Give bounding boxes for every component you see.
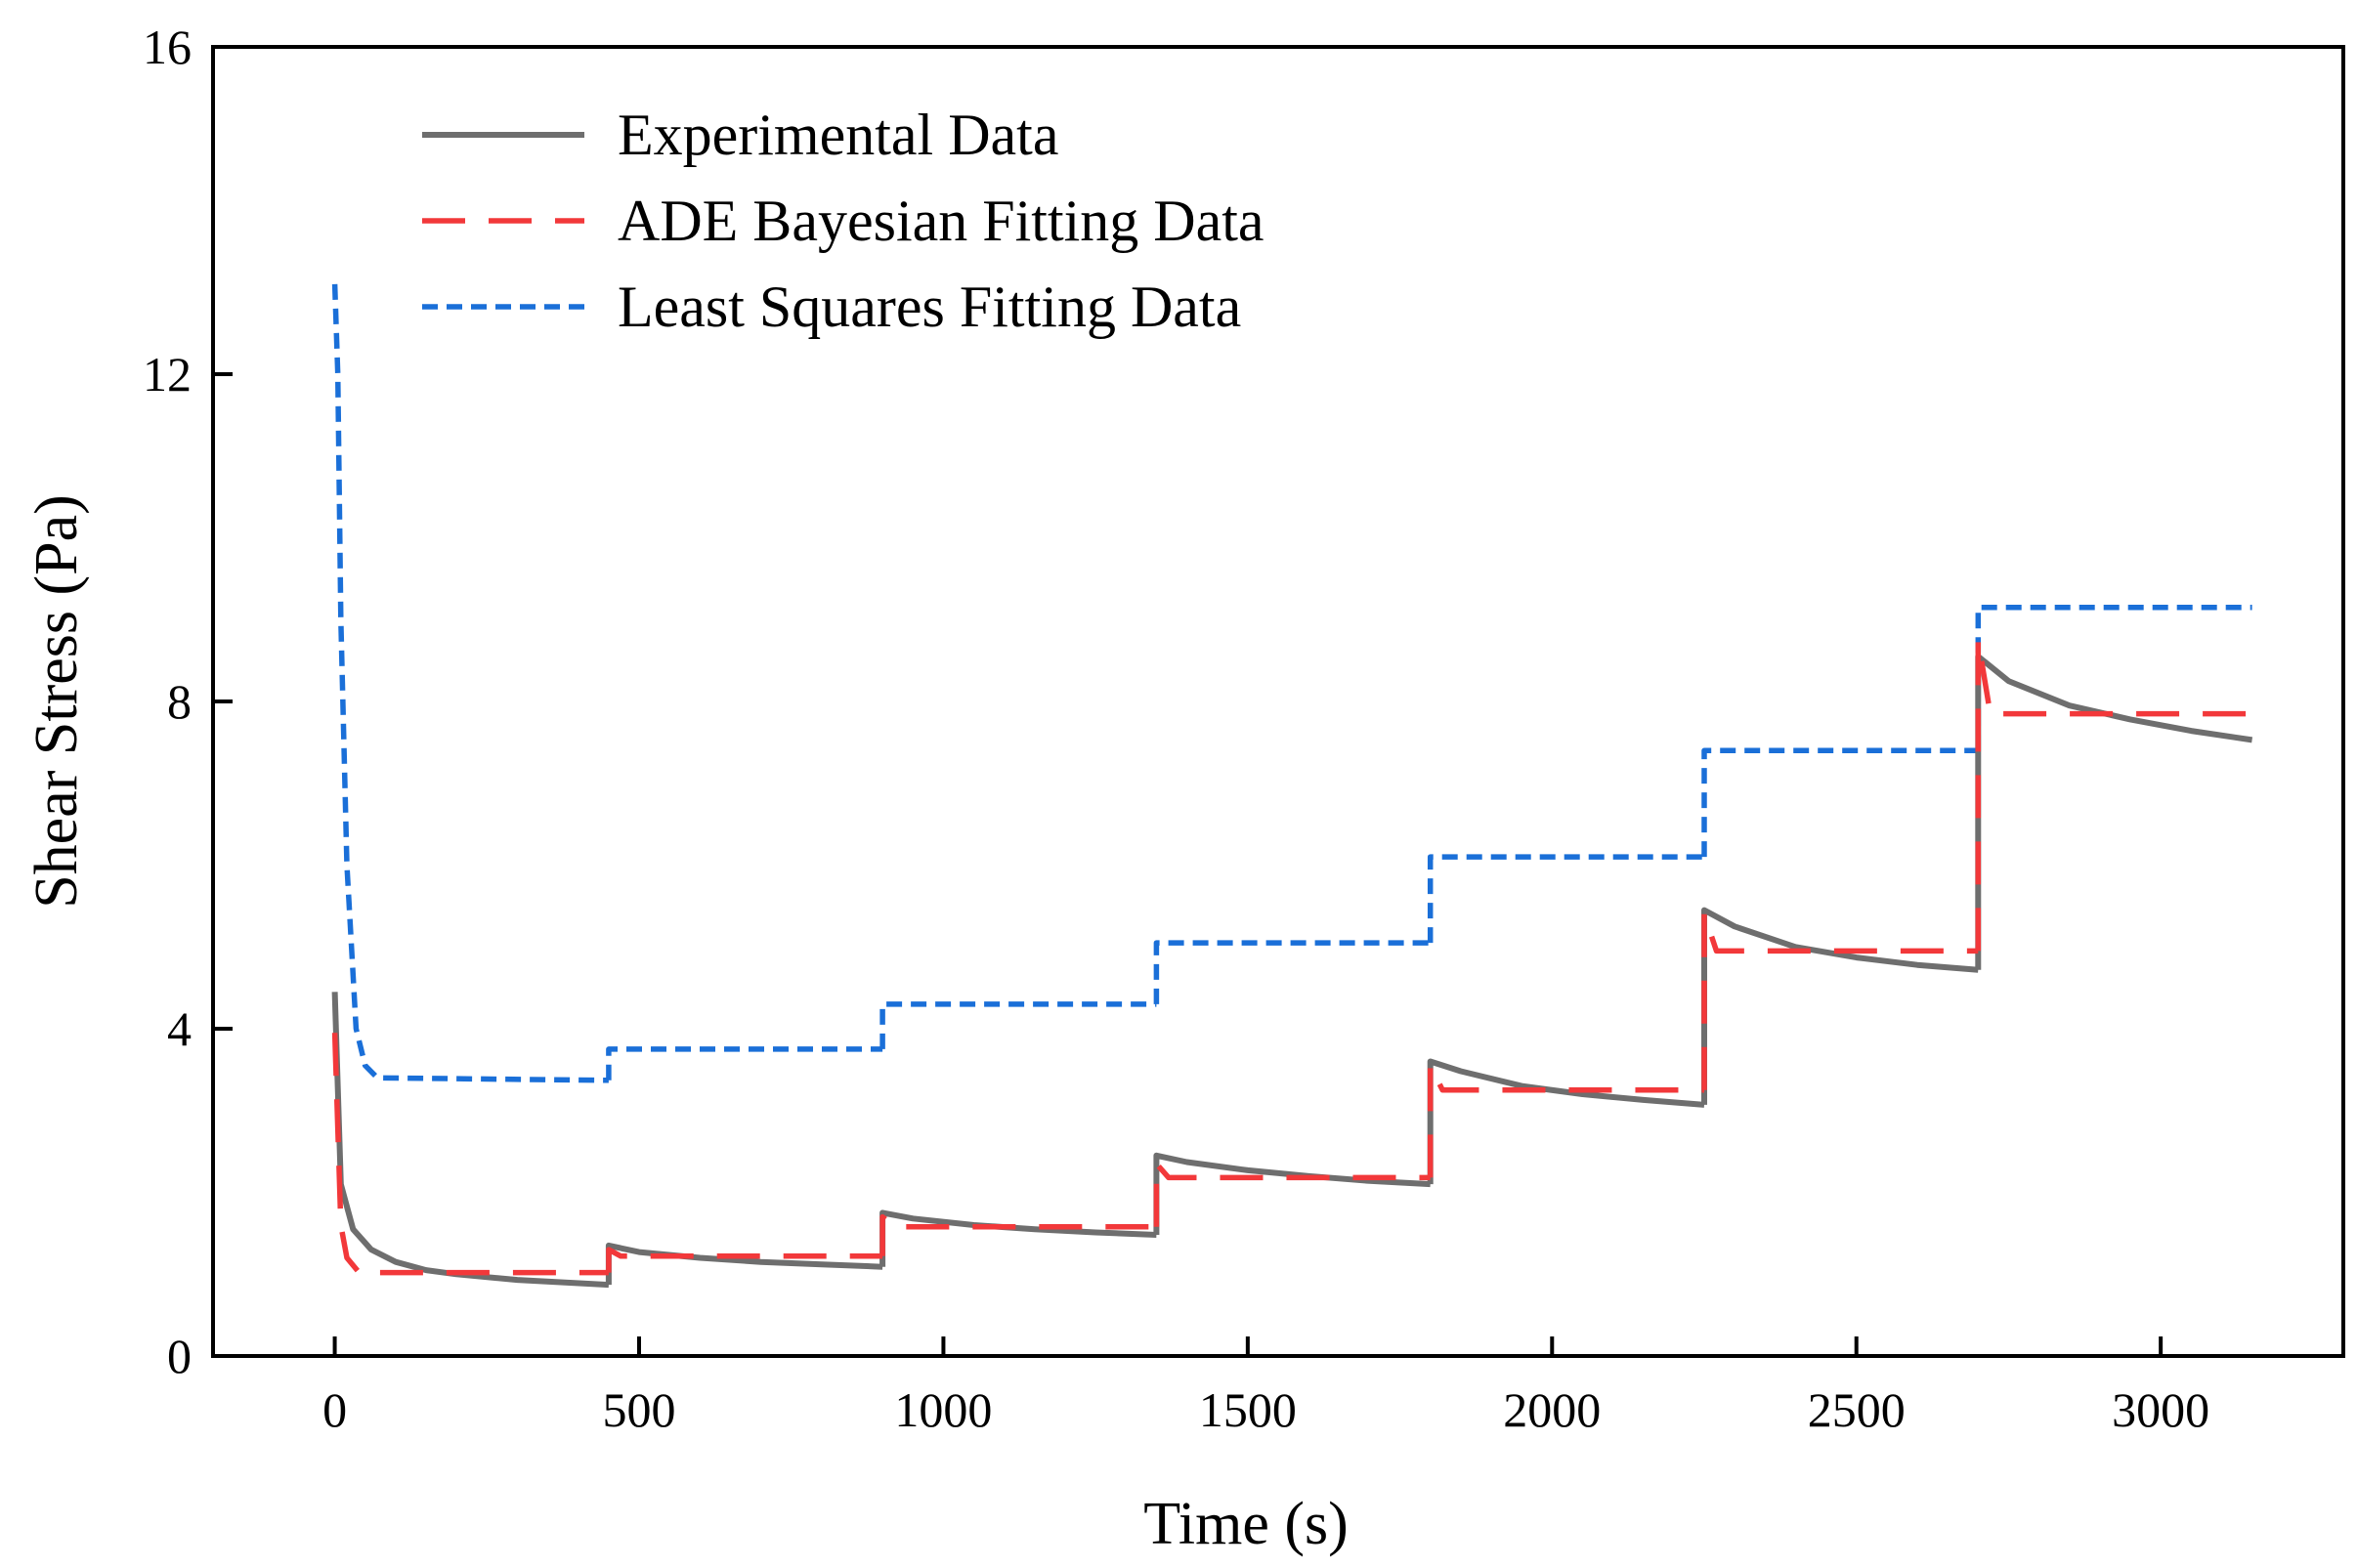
series-least-squares-fitting-data	[331, 283, 2252, 1083]
y-tick-label: 8	[167, 674, 192, 729]
series-line-segment	[605, 1242, 883, 1286]
series-layer	[331, 283, 2253, 1289]
legend: Experimental Data ADE Bayesian Fitting Da…	[422, 103, 1264, 339]
series-line-segment	[1427, 854, 1704, 944]
series-line-segment	[1975, 637, 2252, 952]
series-line-segment	[879, 1209, 1157, 1267]
x-axis-title: Time (s)	[1143, 1491, 1349, 1557]
y-axis-title: Shear Stress (Pa)	[23, 494, 90, 909]
x-tick-label: 1000	[894, 1382, 992, 1437]
series-line-segment	[606, 1046, 883, 1081]
series-line-segment	[879, 1001, 1157, 1049]
x-tick-label: 500	[603, 1382, 676, 1437]
series-line-segment	[1701, 747, 1979, 858]
x-tick-label: 0	[322, 1382, 347, 1437]
y-tick-label: 4	[167, 1001, 192, 1056]
x-tick-label: 2000	[1503, 1382, 1601, 1437]
series-line-segment	[1427, 1058, 1705, 1185]
series-line-segment	[331, 1033, 609, 1276]
series-line-segment	[331, 992, 610, 1289]
y-tick-label: 16	[143, 20, 192, 74]
series-line-segment	[1153, 1152, 1431, 1235]
series-line-segment	[1153, 940, 1431, 1004]
series-line-segment	[1153, 1161, 1431, 1227]
x-tick-label: 1500	[1199, 1382, 1297, 1437]
legend-label: ADE Bayesian Fitting Data	[618, 189, 1264, 253]
series-line-segment	[1427, 1062, 1704, 1178]
series-line-segment	[331, 283, 609, 1083]
x-tick-label: 3000	[2112, 1382, 2209, 1437]
series-line-segment	[1975, 653, 2253, 970]
legend-label: Least Squares Fitting Data	[618, 275, 1241, 339]
y-tick-label: 0	[167, 1329, 192, 1383]
y-tick-label: 12	[143, 347, 192, 402]
series-line-segment	[1701, 907, 1979, 1105]
series-ade-bayesian-fitting-data	[331, 637, 2252, 1276]
series-line-segment	[606, 1247, 883, 1273]
series-line-segment	[879, 1213, 1157, 1256]
ticks-layer: 0 500 1000 1500 2000 2500 3000 0 4 8 12 16	[143, 20, 2209, 1437]
series-line-segment	[1975, 604, 2252, 751]
plot-frame	[211, 45, 2345, 1358]
x-tick-label: 2500	[1808, 1382, 1906, 1437]
legend-label: Experimental Data	[618, 103, 1058, 167]
series-line-segment	[1701, 911, 1979, 1090]
